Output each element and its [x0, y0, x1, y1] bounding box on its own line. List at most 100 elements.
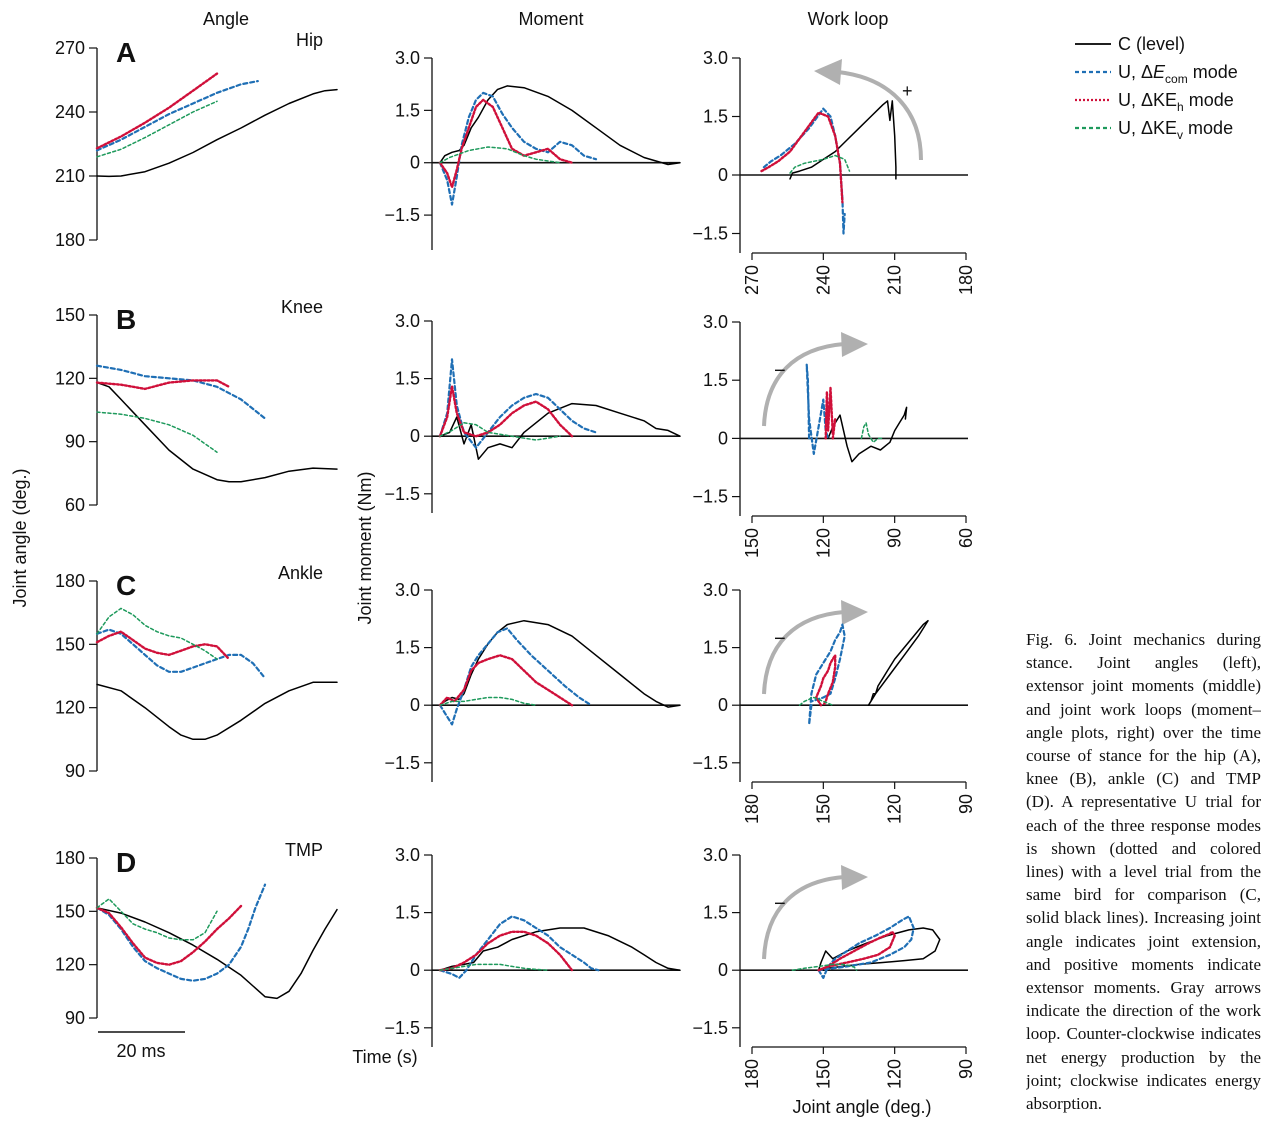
arrow-sign-label: − — [774, 893, 786, 915]
series-line-ecom — [438, 358, 598, 449]
y-tick-label: 90 — [65, 432, 85, 452]
x-axis-label-time: Time (s) — [352, 1047, 417, 1067]
y-tick-label: 150 — [55, 634, 85, 654]
series-line-keh — [95, 904, 243, 966]
column-header-work-loop: Work loop — [808, 9, 889, 29]
panel-c-workloop: 180 150 120 90 − −1.5 0 1.5 3.0 — [692, 580, 976, 824]
series-line-ecom — [438, 915, 600, 980]
x-tick-label: 180 — [742, 794, 762, 824]
series-line-kev — [96, 411, 218, 453]
y-tick-label: 60 — [65, 495, 85, 515]
x-tick-label: 90 — [885, 528, 905, 548]
y-tick-label: 3.0 — [395, 48, 420, 68]
scale-bar-label: 20 ms — [116, 1041, 165, 1061]
series-line-kev — [439, 146, 561, 164]
y-tick-label: 0 — [718, 428, 728, 448]
y-tick-label: 90 — [65, 1008, 85, 1028]
y-tick-label: −1.5 — [384, 753, 420, 773]
y-tick-label: −1.5 — [384, 1018, 420, 1038]
series-line-keh — [95, 630, 231, 661]
x-tick-label: 180 — [956, 265, 976, 295]
x-axis-label-joint-angle: Joint angle (deg.) — [792, 1097, 931, 1117]
panel-letter: A — [116, 37, 136, 68]
series-line-c — [439, 927, 681, 971]
arrow-arc — [762, 342, 845, 427]
y-tick-label: 1.5 — [703, 370, 728, 390]
panel-a-workloop: 270 240 210 180 + −1.5 0 1.5 3.0 — [692, 48, 976, 295]
work-loop-direction-arrow: − — [762, 865, 868, 960]
series-line-kev — [96, 100, 218, 158]
series-line-ecom — [807, 623, 846, 726]
panel-b-moment: −1.5 0 1.5 3.0 — [384, 311, 681, 513]
joint-name: Knee — [281, 297, 323, 317]
figure-caption: Fig. 6. Joint mechanics during stance. J… — [1026, 630, 1261, 1114]
y-tick-label: 0 — [718, 960, 728, 980]
series-line-keh — [438, 930, 574, 972]
y-tick-label: 120 — [55, 368, 85, 388]
column-header-angle: Angle — [203, 9, 249, 29]
y-tick-label: 3.0 — [703, 312, 728, 332]
y-tick-label: −1.5 — [692, 224, 728, 244]
arrow-head — [841, 600, 868, 625]
series-line-ecom — [95, 883, 267, 982]
y-tick-label: 1.5 — [703, 638, 728, 658]
series-line-kev — [860, 422, 884, 444]
x-tick-label: 210 — [885, 265, 905, 295]
series-line-c — [96, 907, 338, 1000]
y-tick-label: 120 — [55, 955, 85, 975]
x-tick-label: 120 — [885, 1059, 905, 1089]
x-tick-label: 240 — [813, 265, 833, 295]
panel-d-angle: 90 120 150 180 D TMP — [55, 840, 338, 1028]
series-line-kev — [96, 898, 218, 941]
y-tick-label: 3.0 — [703, 845, 728, 865]
series-line-c — [96, 381, 338, 483]
time-scale-bar: 20 ms — [98, 1031, 185, 1061]
y-tick-label: −1.5 — [692, 1018, 728, 1038]
series-line-c — [789, 100, 897, 180]
y-tick-label: 150 — [55, 305, 85, 325]
work-loop-direction-arrow: − — [762, 600, 868, 695]
y-tick-label: 0 — [410, 153, 420, 173]
panel-letter: C — [116, 570, 136, 601]
arrow-head — [841, 865, 868, 890]
y-tick-label: 210 — [55, 166, 85, 186]
panel-c-moment: −1.5 0 1.5 3.0 — [384, 580, 681, 782]
series-line-ecom — [762, 107, 846, 235]
x-tick-label: 270 — [742, 265, 762, 295]
y-tick-label: 180 — [55, 571, 85, 591]
x-tick-label: 120 — [813, 528, 833, 558]
series-line-kev — [439, 963, 549, 971]
x-tick-label: 150 — [813, 1059, 833, 1089]
series-line-c — [867, 619, 929, 706]
series-line-ecom — [805, 363, 830, 455]
work-loop-direction-arrow: − — [762, 332, 868, 427]
series-line-keh — [438, 98, 574, 189]
panel-c-angle: 90 120 150 180 C Ankle — [55, 563, 338, 781]
series-line-c — [439, 402, 681, 460]
y-tick-label: 1.5 — [395, 100, 420, 120]
series-line-kev — [791, 963, 858, 971]
series-line-c — [439, 85, 681, 166]
series-line-c — [827, 406, 908, 463]
series-line-c — [96, 88, 338, 178]
y-tick-label: 150 — [55, 901, 85, 921]
y-tick-label: 180 — [55, 230, 85, 250]
y-tick-label: 120 — [55, 698, 85, 718]
arrow-sign-label: − — [774, 628, 786, 650]
x-tick-label: 180 — [742, 1059, 762, 1089]
series-line-ecom — [95, 79, 259, 152]
y-tick-label: 0 — [718, 695, 728, 715]
legend: C (level) U, ΔEcom mode U, ΔKEh mode U, ΔKE… — [1075, 34, 1238, 142]
panel-d-moment: −1.5 0 1.5 3.0 — [384, 845, 681, 1047]
joint-name: Hip — [296, 30, 323, 50]
series-line-keh — [760, 111, 844, 204]
y-tick-label: 0 — [410, 960, 420, 980]
y-tick-label: 180 — [55, 848, 85, 868]
panel-b-workloop: 150 120 90 60 − −1.5 0 1.5 3.0 — [692, 312, 976, 558]
panel-d-workloop: 180 150 120 90 − −1.5 0 1.5 3.0 — [692, 845, 976, 1089]
panel-letter: B — [116, 304, 136, 335]
y-tick-label: 1.5 — [395, 638, 420, 658]
series-line-kev — [798, 696, 834, 706]
series-line-keh — [438, 654, 574, 707]
